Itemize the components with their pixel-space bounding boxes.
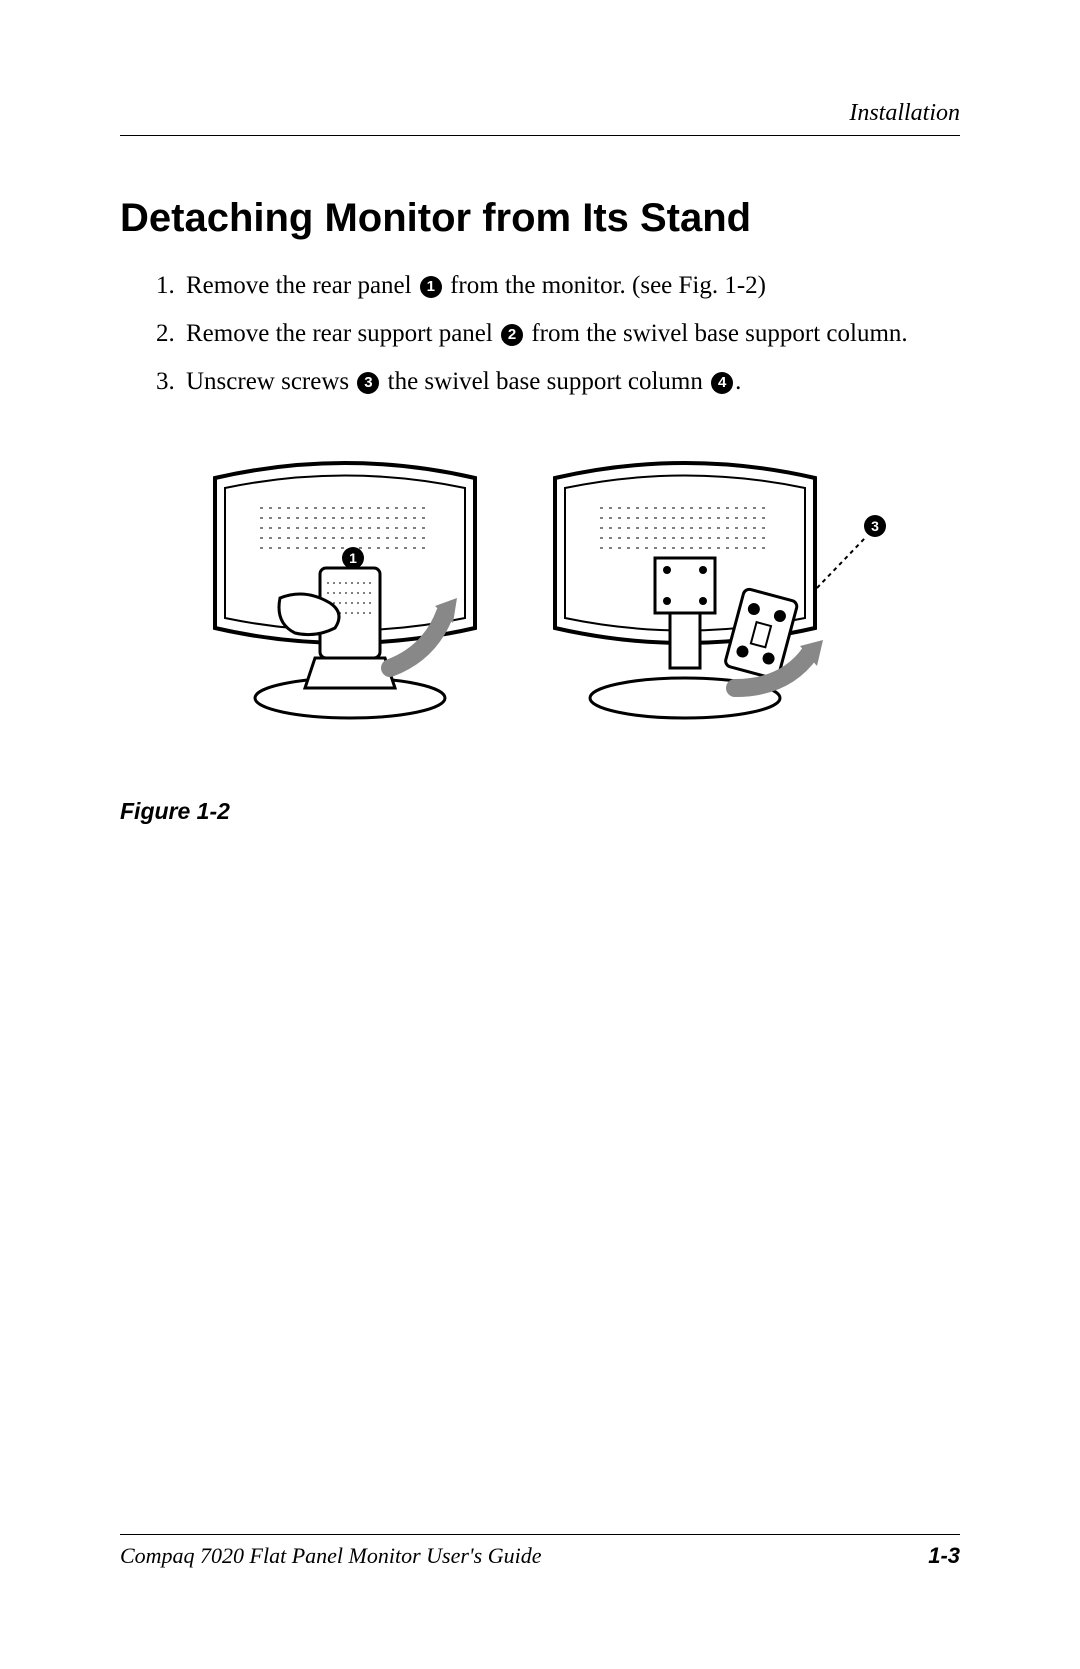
- step-text: Remove the rear support panel 2 from the…: [186, 317, 960, 351]
- callout-badge: 3: [357, 372, 379, 394]
- figure-callout-3: 3: [871, 518, 879, 534]
- header-rule: [120, 135, 960, 136]
- footer-rule: [120, 1534, 960, 1535]
- footer-guide-title: Compaq 7020 Flat Panel Monitor User's Gu…: [120, 1543, 541, 1569]
- step-text: Remove the rear panel 1 from the monitor…: [186, 269, 960, 303]
- step-item: 3. Unscrew screws 3 the swivel base supp…: [156, 365, 960, 399]
- steps-list: 1. Remove the rear panel 1 from the moni…: [156, 269, 960, 398]
- figure-right-illustration: 3: [535, 438, 895, 738]
- step-item: 1. Remove the rear panel 1 from the moni…: [156, 269, 960, 303]
- figure-area: 1: [120, 438, 960, 738]
- figure-left-illustration: 1: [185, 438, 515, 738]
- step-text-post: .: [735, 368, 741, 395]
- step-text-mid: from the swivel base support column.: [525, 320, 908, 347]
- page-footer: Compaq 7020 Flat Panel Monitor User's Gu…: [120, 1534, 960, 1569]
- figure-callout-1: 1: [349, 550, 357, 566]
- figure-caption: Figure 1-2: [120, 798, 960, 825]
- step-number: 1.: [156, 269, 186, 303]
- callout-badge: 1: [420, 276, 442, 298]
- callout-badge: 4: [711, 372, 733, 394]
- header-section-label: Installation: [120, 100, 960, 135]
- callout-badge: 2: [501, 324, 523, 346]
- footer-page-number: 1-3: [928, 1543, 960, 1569]
- step-text-mid: the swivel base support column: [381, 368, 709, 395]
- section-title: Detaching Monitor from Its Stand: [120, 196, 960, 241]
- step-text-pre: Unscrew screws: [186, 368, 355, 395]
- step-number: 2.: [156, 317, 186, 351]
- step-text-pre: Remove the rear support panel: [186, 320, 499, 347]
- step-item: 2. Remove the rear support panel 2 from …: [156, 317, 960, 351]
- step-number: 3.: [156, 365, 186, 399]
- step-text: Unscrew screws 3 the swivel base support…: [186, 365, 960, 399]
- page-container: Installation Detaching Monitor from Its …: [120, 100, 960, 1569]
- step-text-pre: Remove the rear panel: [186, 272, 418, 299]
- step-text-mid: from the monitor. (see Fig. 1-2): [444, 272, 766, 299]
